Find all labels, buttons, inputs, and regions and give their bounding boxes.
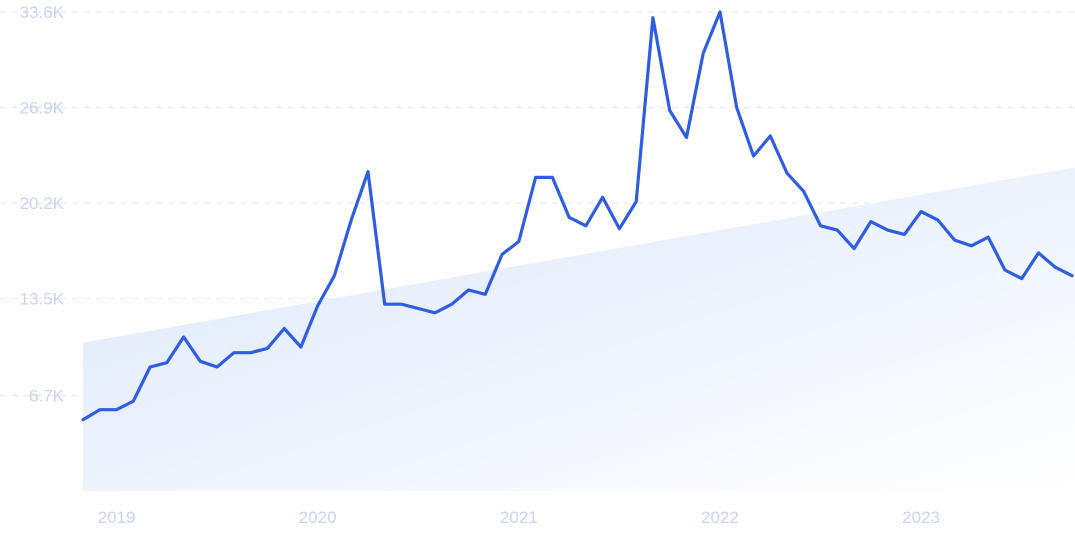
y-tick-label: 20.2K [20, 194, 65, 213]
y-tick-label: 33.6K [20, 3, 65, 22]
y-tick-label: 13.5K [20, 290, 65, 309]
series-lines [81, 10, 1074, 422]
x-tick-label: 2021 [500, 508, 538, 527]
y-tick-label: 6.7K [29, 386, 65, 405]
x-tick-label: 2020 [299, 508, 337, 527]
x-tick-label: 2023 [902, 508, 940, 527]
trend-band [83, 167, 1075, 491]
y-axis-ticks: 6.7K 13.5K 20.2K 26.9K 33.6K [20, 3, 65, 405]
series-line [81, 10, 1074, 422]
y-tick-label: 26.9K [20, 99, 65, 118]
x-tick-label: 2019 [98, 508, 136, 527]
x-axis-ticks: 2019 2020 2021 2022 2023 [98, 508, 940, 527]
x-tick-label: 2022 [701, 508, 739, 527]
